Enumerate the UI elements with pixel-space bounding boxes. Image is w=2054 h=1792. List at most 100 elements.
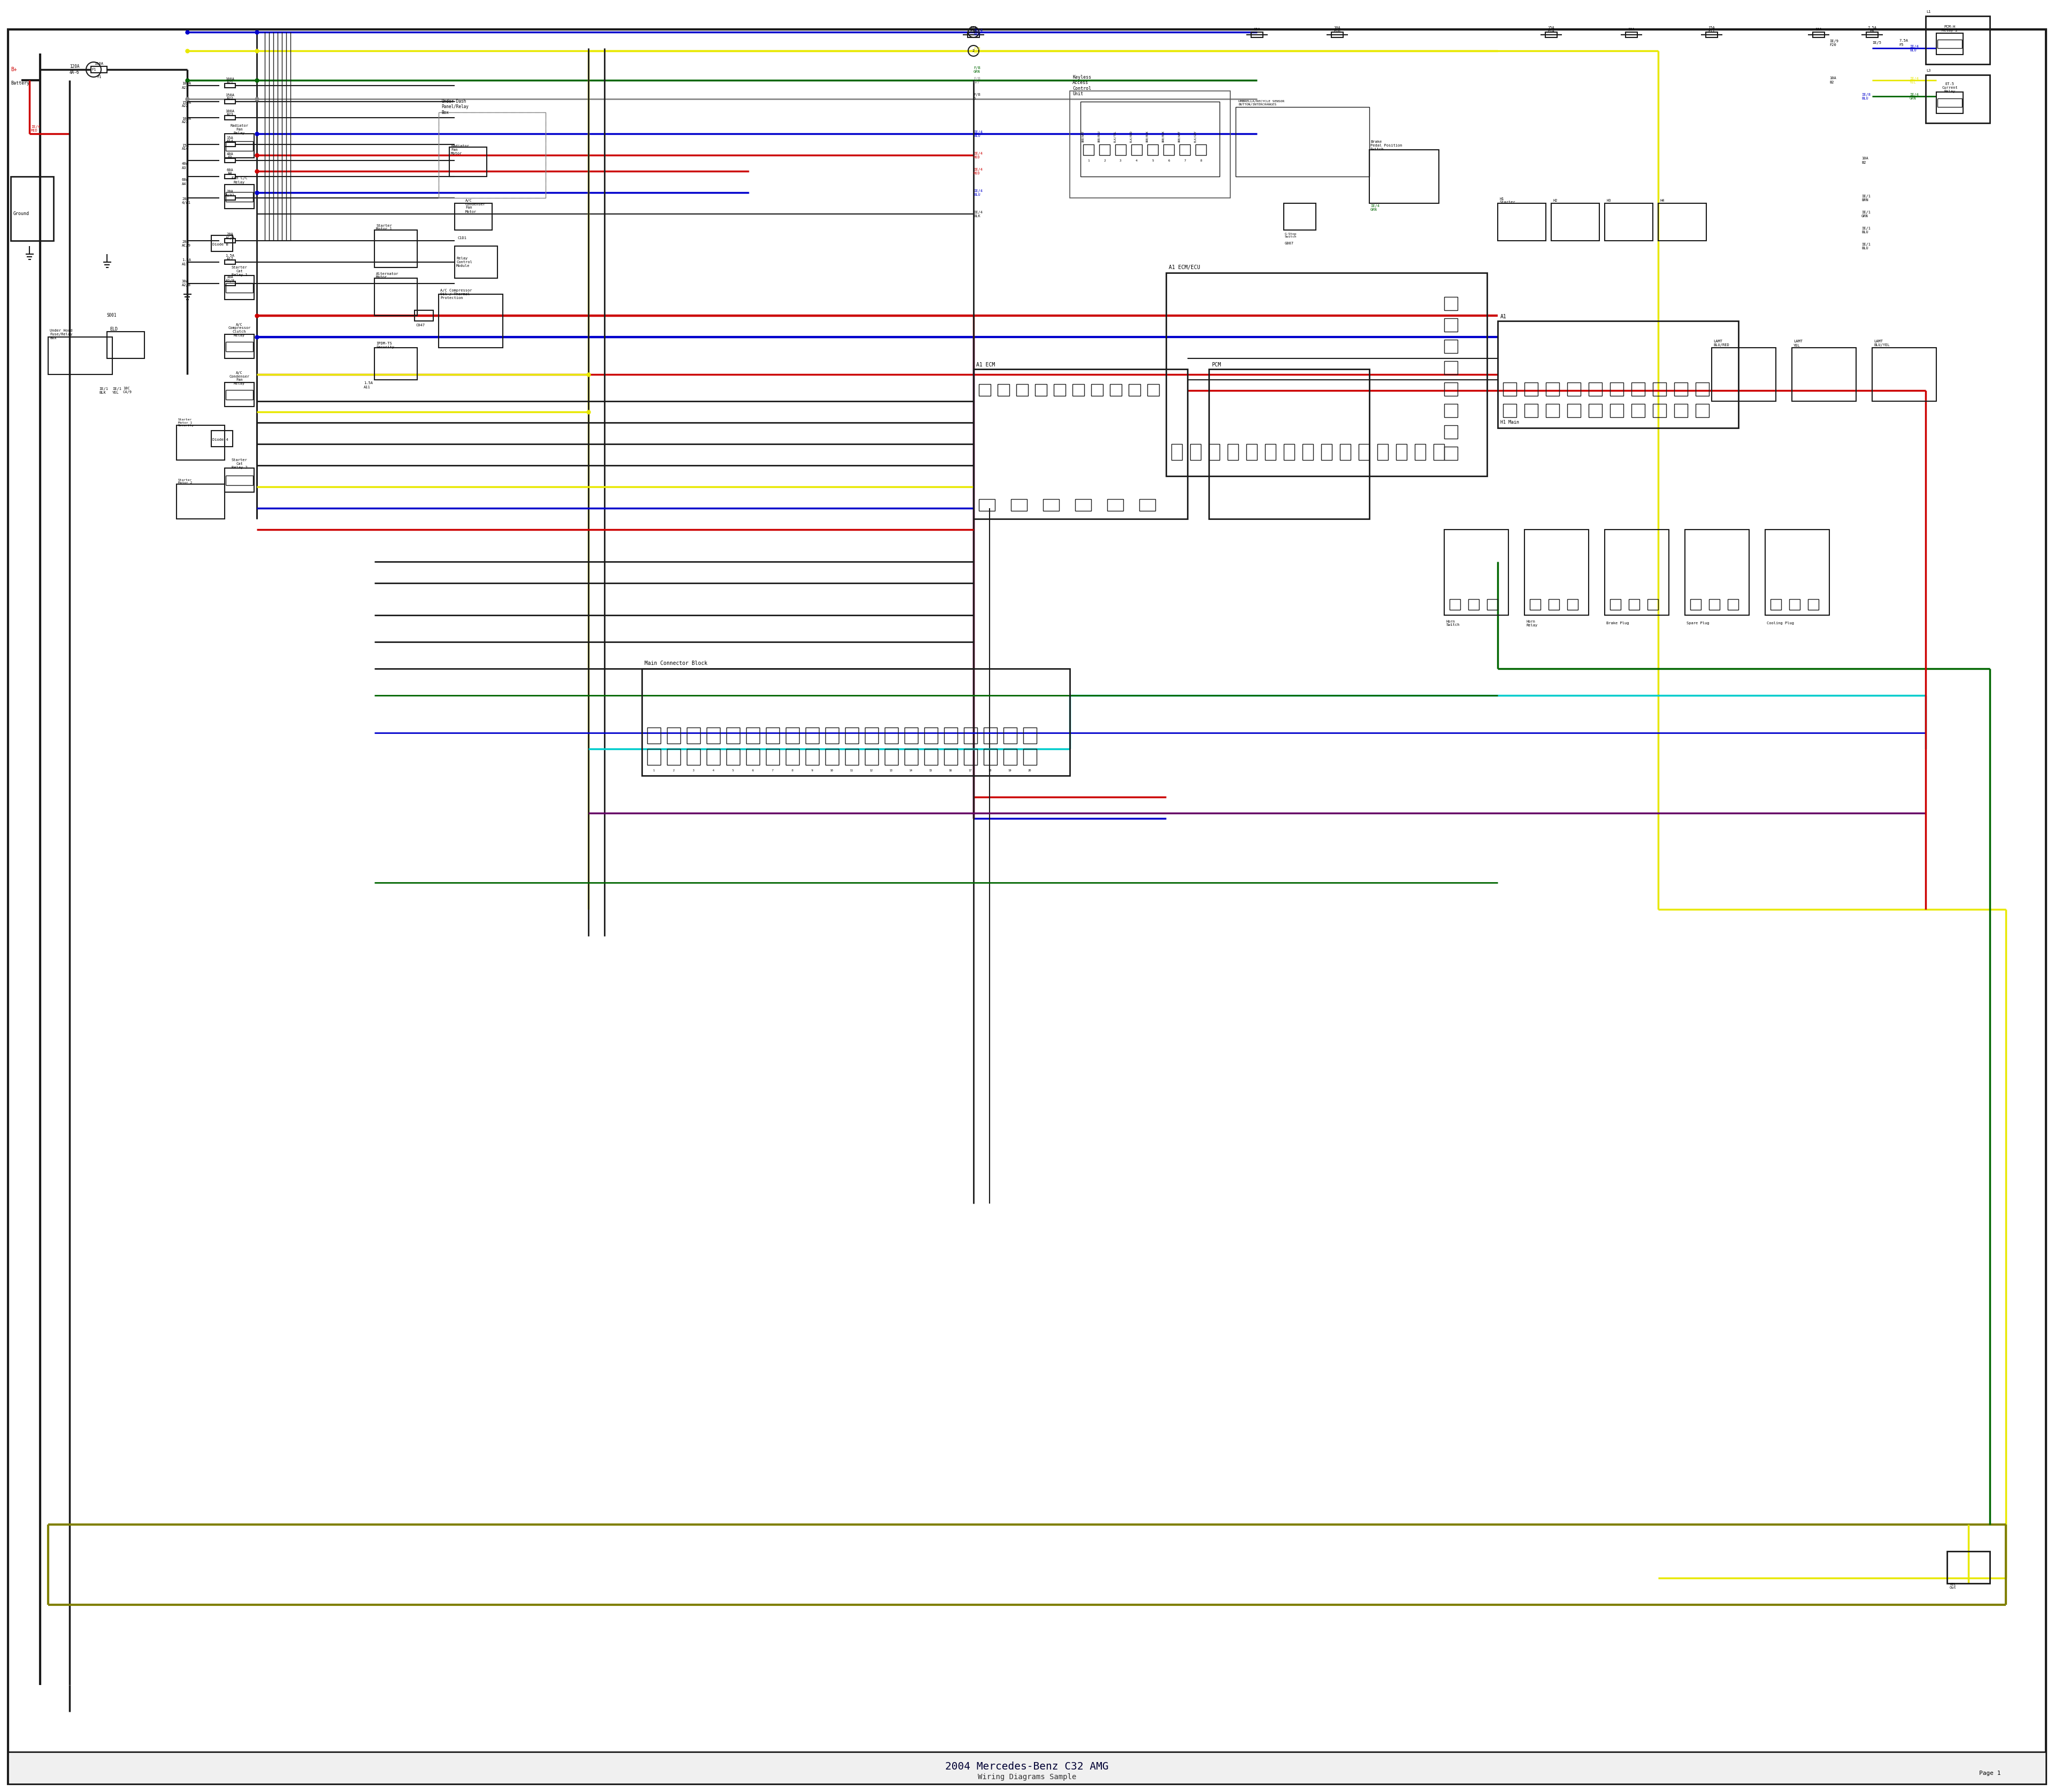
Bar <box>1189 444 1202 461</box>
Text: YEL
Out: YEL Out <box>1949 1582 1957 1590</box>
Text: 1.5A
A17: 1.5A A17 <box>226 254 234 262</box>
Bar <box>1658 202 1707 240</box>
Text: 2004 Mercedes-Benz C32 AMG: 2004 Mercedes-Benz C32 AMG <box>945 1762 1109 1772</box>
Bar <box>1004 749 1017 765</box>
Text: UMBRELLA/RECYCLE SENSOR
BUTTON/INTERCHANGES: UMBRELLA/RECYCLE SENSOR BUTTON/INTERCHAN… <box>1239 100 1284 106</box>
Bar <box>865 728 879 744</box>
Text: Page 1: Page 1 <box>1980 1770 2001 1776</box>
Text: Radiator
Fan
Motor: Radiator Fan Motor <box>452 145 468 156</box>
Text: ORB/WHT: ORB/WHT <box>1082 131 1085 142</box>
Bar <box>177 484 224 520</box>
Bar <box>865 749 879 765</box>
Bar <box>1711 348 1777 401</box>
Text: Starter
Cat
Relay 1: Starter Cat Relay 1 <box>232 265 246 276</box>
Bar <box>1469 599 1479 609</box>
Bar <box>177 425 224 461</box>
Bar <box>1054 383 1066 396</box>
Bar <box>1937 91 1964 113</box>
Text: 15A
A14: 15A A14 <box>183 143 189 151</box>
Bar <box>1927 75 1990 124</box>
Bar <box>450 147 487 177</box>
Text: Starter
Cat
Relay 2: Starter Cat Relay 2 <box>232 459 246 470</box>
Text: IE/1
GRN: IE/1 GRN <box>1861 210 1871 217</box>
Bar <box>1604 202 1653 240</box>
Bar <box>945 749 957 765</box>
Bar <box>1504 403 1516 418</box>
Bar <box>1148 145 1158 156</box>
Text: 10: 10 <box>830 769 834 772</box>
Bar <box>224 115 236 120</box>
Bar <box>1610 382 1623 396</box>
Text: IE/4
GRN: IE/4 GRN <box>1910 93 1918 100</box>
Text: 7.5A
F8: 7.5A F8 <box>1867 25 1877 32</box>
Bar <box>107 332 144 358</box>
Text: IE/4
RED: IE/4 RED <box>31 125 41 133</box>
Bar <box>1530 599 1540 609</box>
Bar <box>980 383 990 396</box>
Text: 10A
B2: 10A B2 <box>1830 77 1836 84</box>
Text: F/B
6: F/B 6 <box>974 93 980 100</box>
Bar <box>224 84 236 88</box>
Text: Horn
Relay: Horn Relay <box>1526 620 1538 627</box>
Bar <box>1115 145 1126 156</box>
Text: ORB/BLK: ORB/BLK <box>1163 131 1165 142</box>
Text: 40A
A3: 40A A3 <box>183 163 189 168</box>
Bar <box>1070 91 1230 197</box>
Text: 10A
F16: 10A F16 <box>1333 25 1341 32</box>
Bar <box>1871 348 1937 401</box>
Bar <box>1567 403 1582 418</box>
Text: IE/1
BLU: IE/1 BLU <box>1861 242 1871 249</box>
Bar <box>1588 403 1602 418</box>
Bar <box>647 749 661 765</box>
Bar <box>1684 530 1750 615</box>
Text: Radiator
Fan
Relay: Radiator Fan Relay <box>230 124 249 134</box>
Text: 13: 13 <box>889 769 893 772</box>
Bar <box>707 749 721 765</box>
Text: IE/1
BLK: IE/1 BLK <box>99 387 109 394</box>
Bar <box>727 749 739 765</box>
Bar <box>1284 202 1317 229</box>
Bar <box>727 728 739 744</box>
Text: B+: B+ <box>10 66 16 72</box>
Text: 2: 2 <box>972 48 976 52</box>
Bar <box>1072 383 1085 396</box>
Text: ORB/BLU: ORB/BLU <box>1099 131 1101 142</box>
Text: 100A
A21: 100A A21 <box>183 82 191 90</box>
Bar <box>224 281 236 285</box>
Text: Diode B: Diode B <box>212 244 228 246</box>
Bar <box>963 728 978 744</box>
Bar <box>1237 108 1370 177</box>
Text: Starter
Motor 1
Security: Starter Motor 1 Security <box>179 418 195 426</box>
Text: A/C Compressor
Oil / Thermal
Protection: A/C Compressor Oil / Thermal Protection <box>440 289 472 299</box>
Bar <box>1011 500 1027 511</box>
Bar <box>224 335 255 358</box>
Bar <box>1629 599 1639 609</box>
Text: A1 ECM: A1 ECM <box>976 362 994 367</box>
Text: BLK/GRY: BLK/GRY <box>1193 131 1197 142</box>
Bar <box>1210 444 1220 461</box>
Text: PCM: PCM <box>1212 362 1220 367</box>
Bar <box>1434 444 1444 461</box>
Text: A1 ECM/ECU: A1 ECM/ECU <box>1169 265 1200 271</box>
Text: Battery: Battery <box>10 81 29 86</box>
Bar <box>1148 383 1158 396</box>
Text: 12: 12 <box>869 769 873 772</box>
Bar <box>1705 32 1717 38</box>
Bar <box>1251 32 1263 38</box>
Text: H1 Main: H1 Main <box>1499 419 1520 425</box>
Bar <box>1444 297 1458 310</box>
Bar <box>805 728 820 744</box>
Bar <box>1247 444 1257 461</box>
Text: LAMT
BLU/RED: LAMT BLU/RED <box>1713 340 1729 348</box>
Bar <box>1415 444 1425 461</box>
Bar <box>1378 444 1389 461</box>
Bar <box>1210 369 1370 520</box>
Text: 14: 14 <box>910 769 912 772</box>
Bar <box>1444 425 1458 439</box>
Bar <box>963 749 978 765</box>
Bar <box>224 100 236 104</box>
Bar <box>1631 382 1645 396</box>
Text: A/C
Condenser
Fan
Relay: A/C Condenser Fan Relay <box>230 371 251 385</box>
Bar <box>224 382 255 407</box>
Bar <box>1171 444 1183 461</box>
